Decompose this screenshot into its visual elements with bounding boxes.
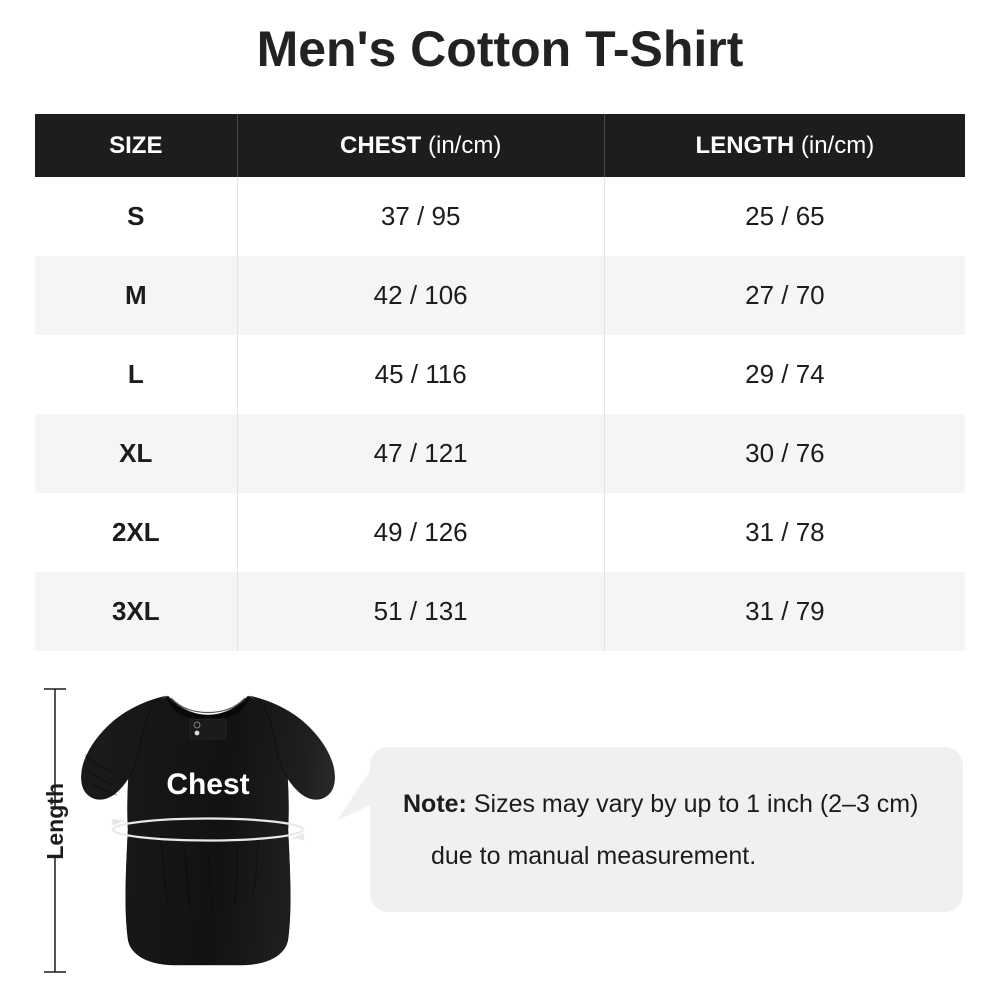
svg-text:Chest: Chest — [166, 768, 249, 801]
